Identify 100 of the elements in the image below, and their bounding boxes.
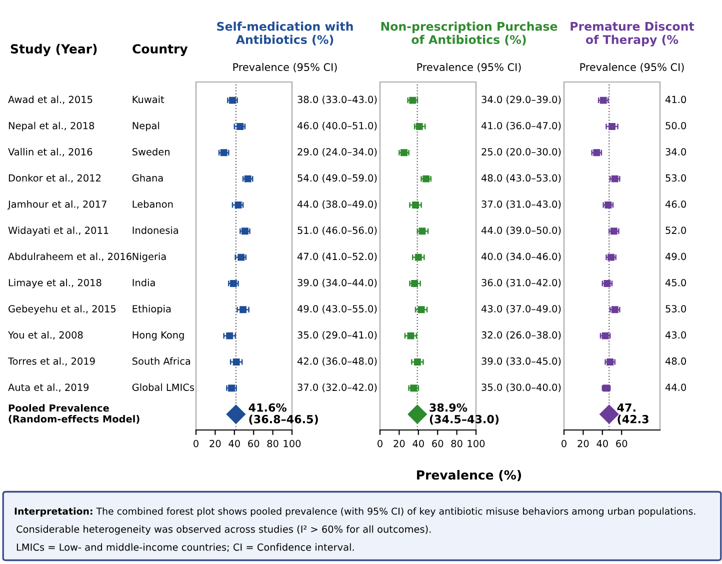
point [604, 202, 612, 208]
point [229, 96, 236, 104]
point [400, 149, 408, 156]
point [410, 384, 418, 392]
data-label: 40.0 (34.0–46.0) [481, 252, 561, 262]
point [226, 404, 246, 424]
x-tick-label: 0 [562, 440, 566, 448]
data-label: 48.0 (43.0–53.0) [481, 174, 561, 183]
data-label: 25.0 (20.0–30.0) [482, 148, 561, 157]
x-tick-label: 0 [378, 440, 382, 448]
category-label: Kuwait [132, 96, 164, 104]
point [610, 228, 618, 235]
data-label: 53.0 [666, 174, 686, 182]
point [611, 306, 618, 314]
chart-subtitle: Prevalence (95% CI) [580, 62, 684, 72]
point [600, 404, 619, 424]
category-label: Nigeria [132, 252, 166, 262]
point [232, 358, 240, 366]
point [241, 228, 248, 235]
category-label: Lebanon [132, 200, 173, 208]
point [230, 280, 237, 287]
data-label: 46.0 (40.0–51.0) [297, 122, 377, 130]
x-tick-label: 60 [616, 440, 628, 448]
x-tick-label: 20 [578, 440, 589, 448]
chart-subtitle: Prevalence (95% CI) [417, 62, 521, 72]
chart-title: Non-prescription Purchase of Antibiotics (%) [381, 22, 558, 46]
data-label: 46.0 [665, 200, 686, 208]
data-label: 44.0 (38.0–49.0) [297, 200, 377, 209]
data-label: 32.0 (26.0–38.0) [482, 331, 561, 340]
point [244, 175, 252, 182]
data-label: 51.0 (46.0–56.0) [298, 226, 377, 236]
x-tick-label: 40 [228, 440, 240, 448]
category-label: Indonesia [132, 226, 178, 234]
data-label: 41.0 [665, 96, 686, 104]
text: Country [132, 44, 188, 56]
point [418, 228, 426, 235]
data-label: 41.6% (36.8–46.5) [248, 403, 318, 425]
data-label: 42.0 (36.0–48.0) [297, 357, 377, 366]
point [409, 96, 416, 104]
y-tick-label: Jamhour et al., 2017 [7, 200, 106, 210]
category-label: Ethiopia [132, 304, 171, 314]
point [234, 202, 242, 208]
point [238, 254, 245, 261]
data-label: 39.0 (33.0–45.0) [482, 357, 561, 366]
point [418, 306, 425, 314]
text: The combined forest plot shows pooled prevalence (with 95% CI) of key antibiotic misuse behaviors among urban populations. [96, 507, 696, 517]
point [602, 332, 609, 340]
data-label: 47.0 (41.0–52.0) [297, 252, 377, 262]
data-label: 34.0 [666, 148, 686, 156]
category-label: South Africa [132, 357, 190, 365]
text: Considerable heterogeneity was observed across studies (I² > 60% for all outcomes). [16, 525, 431, 535]
data-label: 50.0 [666, 122, 686, 130]
point [228, 384, 235, 392]
category-label: Sweden [132, 148, 170, 156]
category-label: Ghana [132, 174, 163, 182]
point [608, 123, 616, 130]
x-tick-label: 80 [267, 440, 278, 448]
data-label: 49.0 [665, 252, 686, 260]
x-axis-title: Prevalence (%) [417, 470, 522, 482]
point [414, 358, 421, 366]
y-tick-label: Limaye et al., 2018 [8, 278, 102, 288]
data-label: 38.9% (34.5–43.0) [430, 403, 499, 425]
point [608, 254, 615, 261]
x-tick-label: 100 [284, 440, 301, 448]
chart-subtitle: Prevalence (95% CI) [233, 62, 337, 72]
data-label: 37.0 (32.0–42.0) [298, 383, 377, 392]
y-tick-label: Widayati et al., 2011 [8, 226, 108, 236]
data-label: 41.0 (36.0–47.0) [481, 122, 561, 130]
point [414, 254, 422, 261]
point [604, 280, 611, 287]
text: Interpretation: [14, 507, 92, 517]
data-label: 36.0 (31.0–42.0) [482, 278, 561, 288]
y-tick-label: Pooled Prevalence (Random-effects Model) [8, 404, 140, 424]
data-label: 54.0 (49.0–59.0) [298, 174, 377, 183]
x-tick-label: 40 [596, 440, 608, 448]
x-tick-label: 20 [210, 440, 221, 448]
point [407, 332, 414, 340]
data-label: 44.0 (39.0–50.0) [481, 226, 561, 236]
point [236, 123, 244, 130]
data-label: 44.0 [665, 384, 686, 391]
y-tick-label: Gebeyehu et al., 2015 [8, 304, 116, 314]
y-tick-label: Vallin et al., 2016 [8, 148, 92, 156]
category-label: Global LMICs [132, 383, 194, 391]
point [611, 175, 618, 182]
data-label: 34.0 (29.0–39.0) [482, 96, 561, 104]
point [412, 202, 419, 208]
y-tick-label: Auta et al., 2019 [8, 383, 89, 392]
x-tick-label: 100 [468, 440, 485, 448]
data-label: 43.0 (37.0–49.0) [481, 304, 561, 314]
data-label: 45.0 [665, 278, 686, 286]
data-label: 48.0 [665, 357, 686, 365]
category-label: India [132, 278, 155, 286]
x-tick-label: 60 [432, 440, 444, 448]
y-tick-label: Nepal et al., 2018 [8, 122, 94, 132]
y-tick-label: Torres et al., 2019 [8, 357, 95, 366]
y-axis-title: Study (Year) [10, 44, 97, 56]
data-label: 35.0 (29.0–41.0) [298, 331, 377, 340]
point [416, 123, 423, 130]
data-label: 38.0 (33.0–43.0) [298, 96, 377, 104]
point [600, 96, 607, 104]
